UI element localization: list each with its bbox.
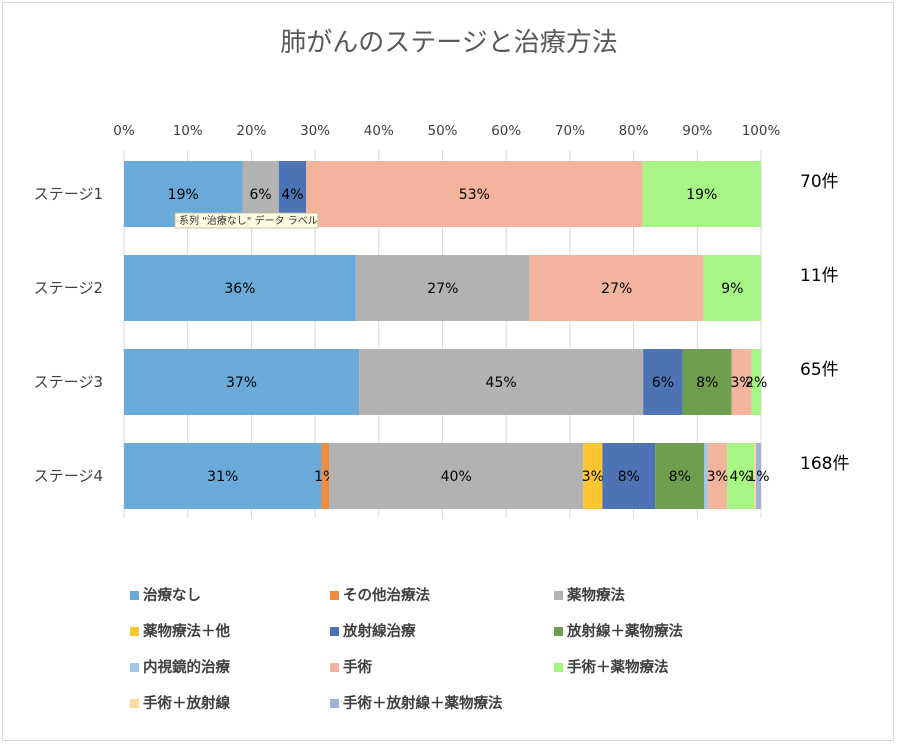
x-tick-label: 60% [491, 123, 521, 139]
x-tick-label: 70% [555, 123, 585, 139]
case-count-label: 65件 [800, 360, 839, 380]
bar-segment [321, 443, 330, 509]
bar-segment [359, 349, 644, 415]
case-count-label: 168件 [800, 454, 849, 474]
data-label: 4% [281, 187, 303, 203]
legend-swatch [330, 591, 339, 600]
bar-segment [602, 443, 656, 509]
legend-entry: 手術＋薬物療法 [567, 658, 669, 676]
data-label: 9% [721, 281, 743, 297]
tooltip-text: 系列 "治療なし" データ ラベル [179, 214, 318, 227]
data-label: 27% [601, 281, 632, 297]
data-label: 6% [250, 187, 272, 203]
legend-entry: 手術 [343, 658, 372, 676]
legend-entry: 放射線治療 [342, 622, 416, 640]
legend-entry: 内視鏡的治療 [143, 658, 230, 676]
data-label: 1% [747, 469, 769, 485]
legend-entry: 薬物療法 [567, 586, 625, 604]
legend-swatch [554, 663, 563, 672]
data-label: 4% [730, 469, 752, 485]
bar-segment [751, 349, 761, 415]
category-label: ステージ1 [34, 185, 103, 203]
data-label: 2% [745, 375, 767, 391]
data-label: 8% [618, 469, 640, 485]
bar-segment [329, 443, 584, 509]
data-label: 3% [582, 469, 604, 485]
bar-segment [753, 443, 756, 509]
data-label: 40% [441, 469, 472, 485]
legend-entry: 手術＋放射線 [143, 694, 230, 712]
bar-segment [704, 443, 709, 509]
bar-segment [306, 161, 643, 227]
chart-title: 肺がんのステージと治療方法 [280, 28, 618, 58]
x-tick-label: 100% [742, 123, 781, 139]
bar-segment [731, 349, 752, 415]
bar-segment [655, 443, 705, 509]
legend-entry: その他治療法 [343, 586, 430, 604]
legend-swatch [330, 663, 339, 672]
bar-segment [755, 443, 761, 509]
legend-entry: 手術＋放射線＋薬物療法 [343, 694, 503, 712]
bar-segment [583, 443, 603, 509]
data-label: 27% [427, 281, 458, 297]
data-label: 31% [207, 469, 238, 485]
data-label: 37% [226, 375, 257, 391]
bar-segment [643, 349, 683, 415]
data-label: 3% [730, 375, 752, 391]
legend-swatch [130, 591, 139, 600]
data-label: 19% [686, 187, 717, 203]
tooltip-box [174, 212, 319, 229]
legend-swatch [330, 627, 339, 636]
legend-swatch [130, 663, 139, 672]
bar-segment [355, 255, 530, 321]
data-label: 8% [696, 375, 718, 391]
legend-swatch [330, 699, 339, 708]
category-label: ステージ2 [34, 279, 103, 297]
data-label: 8% [669, 469, 691, 485]
bar-segment [708, 443, 728, 509]
bar-segment [124, 255, 356, 321]
bar-segment [642, 161, 761, 227]
case-count-label: 70件 [800, 172, 839, 192]
x-tick-label: 20% [236, 123, 266, 139]
legend-entry: 治療なし [143, 586, 201, 604]
data-label: 3% [707, 469, 729, 485]
bar-segment [682, 349, 732, 415]
data-label: 6% [652, 375, 674, 391]
data-label: 53% [459, 187, 490, 203]
data-label: 45% [486, 375, 517, 391]
bar-segment [124, 349, 360, 415]
legend-swatch [130, 627, 139, 636]
category-label: ステージ3 [34, 373, 103, 391]
x-tick-label: 50% [427, 123, 457, 139]
bar-segment [124, 443, 322, 509]
data-label: 19% [168, 187, 199, 203]
x-tick-label: 10% [173, 123, 203, 139]
legend-entry: 放射線＋薬物療法 [566, 622, 683, 640]
x-tick-label: 90% [682, 123, 712, 139]
legend-entry: 薬物療法＋他 [143, 622, 230, 640]
legend-swatch [554, 591, 563, 600]
x-tick-label: 80% [619, 123, 649, 139]
x-tick-label: 30% [300, 123, 330, 139]
x-tick-label: 0% [113, 123, 135, 139]
legend-swatch [554, 627, 563, 636]
bar-segment [727, 443, 754, 509]
bar-segment [529, 255, 704, 321]
x-tick-label: 40% [364, 123, 394, 139]
case-count-label: 11件 [800, 266, 839, 286]
legend-swatch [130, 699, 139, 708]
bar-segment [703, 255, 761, 321]
data-label: 36% [224, 281, 255, 297]
category-label: ステージ4 [34, 467, 103, 485]
